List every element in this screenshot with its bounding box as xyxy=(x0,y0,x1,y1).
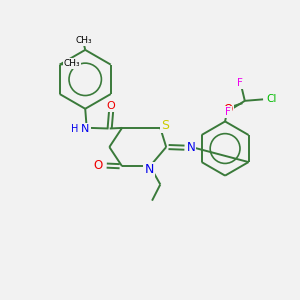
Text: F: F xyxy=(238,78,243,88)
Text: O: O xyxy=(94,159,103,172)
Text: O: O xyxy=(224,103,233,116)
Text: CH₃: CH₃ xyxy=(75,36,92,45)
Text: H: H xyxy=(70,124,78,134)
Text: F: F xyxy=(225,107,231,117)
Text: O: O xyxy=(107,100,116,110)
Text: Cl: Cl xyxy=(266,94,277,104)
Text: N: N xyxy=(145,163,154,176)
Text: N: N xyxy=(81,124,89,134)
Text: S: S xyxy=(162,119,170,132)
Text: CH₃: CH₃ xyxy=(64,58,80,68)
Text: N: N xyxy=(187,141,195,154)
